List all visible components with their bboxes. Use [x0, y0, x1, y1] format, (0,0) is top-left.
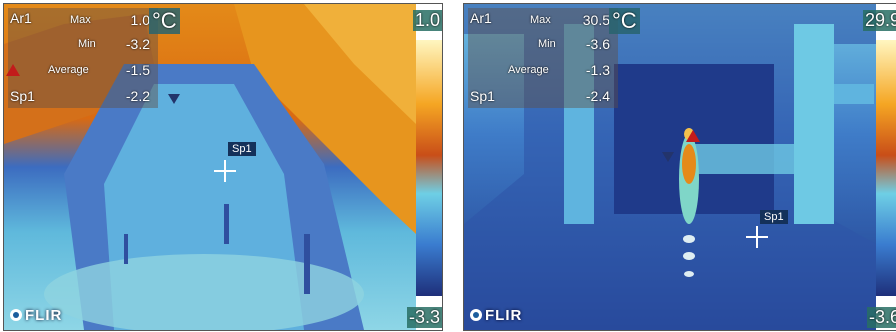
max-label: Max — [70, 14, 91, 26]
scale-max-value: 1.0 — [412, 10, 442, 31]
max-marker-icon — [6, 64, 20, 76]
flir-logo: FLIR — [10, 307, 62, 324]
measurement-readout: Ar1 Max 1.0 Min -3.2 Average -1.5 Sp1 -2… — [8, 8, 158, 108]
scale-min-value: -3.6 — [866, 307, 896, 328]
thermal-scene-2 — [464, 4, 896, 330]
min-marker-icon — [662, 152, 674, 162]
area-label: Ar1 — [470, 10, 492, 26]
scale-max-value: 29.9 — [862, 10, 896, 31]
spot-label: Sp1 — [470, 88, 495, 104]
flir-brand-text: FLIR — [485, 307, 523, 324]
average-value: -1.3 — [585, 62, 610, 78]
flir-logo-icon — [470, 309, 482, 321]
min-marker-icon — [168, 94, 180, 104]
crosshair-icon — [214, 160, 236, 182]
spot-label: Sp1 — [10, 88, 35, 104]
flir-logo-icon — [10, 309, 22, 321]
average-label: Average — [508, 64, 549, 76]
crosshair-icon — [746, 226, 768, 248]
min-label: Min — [78, 38, 96, 50]
spot-tag: Sp1 — [760, 210, 788, 224]
thermal-image-1: Ar1 Max 1.0 Min -3.2 Average -1.5 Sp1 -2… — [3, 3, 443, 331]
min-value: -3.6 — [585, 36, 610, 52]
spot-value: -2.4 — [585, 88, 610, 104]
flir-logo: FLIR — [470, 307, 522, 324]
spot-value: -2.2 — [125, 88, 150, 104]
average-label: Average — [48, 64, 89, 76]
average-value: -1.5 — [125, 62, 150, 78]
spot-tag: Sp1 — [228, 142, 256, 156]
min-label: Min — [538, 38, 556, 50]
measurement-readout: Ar1 Max 30.5 Min -3.6 Average -1.3 Sp1 -… — [468, 8, 618, 108]
flir-brand-text: FLIR — [25, 307, 63, 324]
scale-min-value: -3.3 — [406, 307, 442, 328]
thermal-image-2: Ar1 Max 30.5 Min -3.6 Average -1.3 Sp1 -… — [463, 3, 896, 331]
area-label: Ar1 — [10, 10, 32, 26]
color-scale-bar — [416, 40, 442, 296]
color-scale-bar — [876, 40, 896, 296]
thermal-scene-1 — [4, 4, 442, 330]
min-value: -3.2 — [125, 36, 150, 52]
max-value: 30.5 — [582, 12, 610, 28]
temperature-unit: °C — [609, 8, 640, 34]
max-label: Max — [530, 14, 551, 26]
max-marker-icon — [686, 130, 700, 142]
temperature-unit: °C — [149, 8, 180, 34]
max-value: 1.0 — [130, 12, 150, 28]
